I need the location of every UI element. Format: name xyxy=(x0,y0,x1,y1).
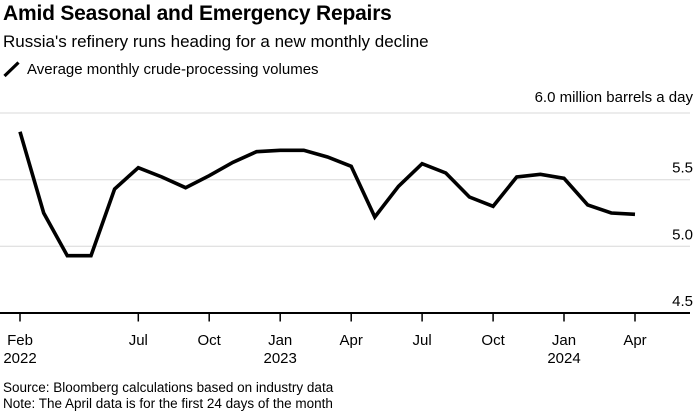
chart-title: Amid Seasonal and Emergency Repairs xyxy=(3,2,392,25)
legend: Average monthly crude-processing volumes xyxy=(3,61,319,78)
x-tick-label: Apr xyxy=(623,332,646,349)
legend-label: Average monthly crude-processing volumes xyxy=(27,61,319,78)
x-tick-label: Apr xyxy=(340,332,363,349)
y-tick-label: 5.5 xyxy=(672,160,693,177)
x-tick-label: Jul xyxy=(129,332,148,349)
x-tick-label: Oct xyxy=(481,332,505,349)
y-tick-label: 4.5 xyxy=(672,293,693,310)
x-tick-year-label: 2022 xyxy=(3,350,36,367)
y-axis-unit-label: 6.0 million barrels a day xyxy=(534,89,693,106)
x-tick-label: Jan xyxy=(552,332,576,349)
source-note: Source: Bloomberg calculations based on … xyxy=(3,380,334,395)
x-tick-label: Oct xyxy=(198,332,222,349)
x-tick-label: Jul xyxy=(413,332,432,349)
x-tick-label: Feb xyxy=(7,332,33,349)
x-tick-year-label: 2023 xyxy=(264,350,297,367)
y-tick-label: 5.0 xyxy=(672,226,693,243)
data-note: Note: The April data is for the first 24… xyxy=(3,396,333,411)
x-tick-label: Jan xyxy=(268,332,292,349)
chart-subtitle: Russia's refinery runs heading for a new… xyxy=(3,32,429,51)
data-line xyxy=(18,131,636,258)
line-series-icon xyxy=(3,61,20,78)
x-tick-year-label: 2024 xyxy=(547,350,580,367)
